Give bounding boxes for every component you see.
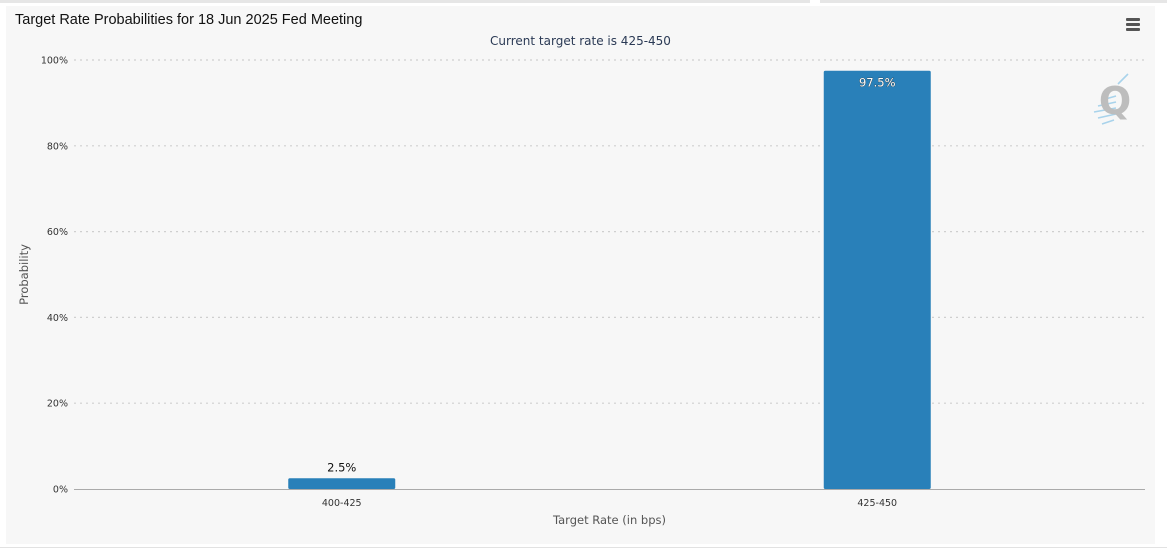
bottom-border [0, 547, 1167, 548]
quikstrike-logo-icon: Q [1093, 73, 1131, 125]
chart-panel: Target Rate Probabilities for 18 Jun 202… [6, 6, 1155, 544]
y-tick-label: 60% [47, 227, 68, 238]
y-tick-label: 80% [47, 141, 68, 152]
y-tick-label: 20% [47, 399, 68, 410]
bar[interactable] [823, 70, 931, 489]
x-tick-label: 425-450 [857, 498, 897, 509]
x-tick-label: 400-425 [322, 498, 362, 509]
y-tick-label: 100% [41, 56, 68, 67]
svg-text:Q: Q [1099, 79, 1131, 123]
y-axis-title: Probability [17, 244, 31, 305]
top-border-strip [0, 0, 1167, 3]
chart-title: Target Rate Probabilities for 18 Jun 202… [15, 12, 363, 28]
y-tick-label: 40% [47, 313, 68, 324]
bar[interactable] [288, 478, 396, 489]
y-tick-label: 0% [53, 485, 68, 496]
chart-menu-button[interactable] [1123, 15, 1143, 33]
x-axis-title: Target Rate (in bps) [552, 513, 666, 527]
chart-subtitle: Current target rate is 425-450 [490, 34, 671, 48]
top-border-left [0, 0, 810, 3]
data-label: 2.5% [327, 460, 356, 474]
top-border-right [820, 0, 1167, 3]
data-label: 97.5% [859, 76, 896, 90]
bar-chart-plot: 0% 20% 40% 60% 80% 100% 400-425 2.5% 425-450 97.5… [17, 56, 1145, 527]
